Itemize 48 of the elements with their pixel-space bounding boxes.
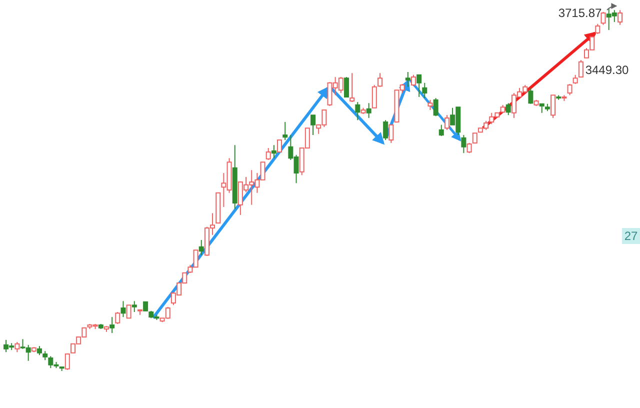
candlestick bbox=[528, 87, 534, 104]
candlestick bbox=[115, 311, 120, 324]
candlestick bbox=[355, 102, 360, 121]
candlestick bbox=[126, 304, 132, 319]
candlestick bbox=[277, 140, 282, 152]
candlestick bbox=[350, 72, 355, 103]
candlestick bbox=[383, 120, 388, 141]
candlestick bbox=[388, 124, 394, 144]
annotation: 3449.30 bbox=[585, 63, 630, 77]
candlestick bbox=[132, 300, 137, 312]
candlestick bbox=[567, 83, 572, 96]
candlestick bbox=[36, 346, 42, 356]
annotation: 3715.87 bbox=[558, 6, 602, 20]
candlestick bbox=[64, 353, 70, 370]
candlestick bbox=[366, 102, 372, 118]
candlestick bbox=[344, 76, 349, 98]
candlestick bbox=[550, 94, 556, 118]
candlestick bbox=[444, 114, 450, 130]
candlestick bbox=[618, 10, 622, 26]
candlestick bbox=[466, 142, 472, 154]
candlestick bbox=[461, 134, 466, 154]
candlestick bbox=[595, 23, 600, 34]
candlestick bbox=[433, 98, 438, 117]
candlestick bbox=[282, 121, 288, 141]
candlestick bbox=[422, 82, 428, 99]
text: 27 bbox=[624, 229, 638, 243]
candlestick bbox=[372, 84, 377, 108]
candlestick bbox=[539, 103, 544, 114]
candlestick bbox=[110, 316, 115, 334]
candlestick bbox=[572, 74, 578, 84]
candlestick bbox=[600, 11, 606, 26]
candlestick bbox=[120, 300, 126, 318]
candlestick bbox=[428, 99, 433, 110]
candlestick bbox=[377, 72, 382, 88]
candlestick bbox=[438, 124, 444, 137]
candlestick bbox=[416, 74, 422, 98]
candlestick bbox=[266, 148, 271, 160]
candlestick bbox=[578, 60, 584, 78]
candlestick bbox=[472, 132, 478, 144]
candlestick bbox=[271, 144, 276, 159]
candlestick bbox=[143, 301, 148, 312]
candlestick bbox=[506, 102, 511, 116]
candlestick bbox=[410, 74, 416, 87]
candlestick bbox=[198, 239, 204, 256]
candlestick bbox=[42, 350, 48, 361]
candlestick bbox=[405, 71, 410, 88]
candlestick bbox=[14, 342, 20, 353]
candlestick bbox=[310, 114, 316, 136]
